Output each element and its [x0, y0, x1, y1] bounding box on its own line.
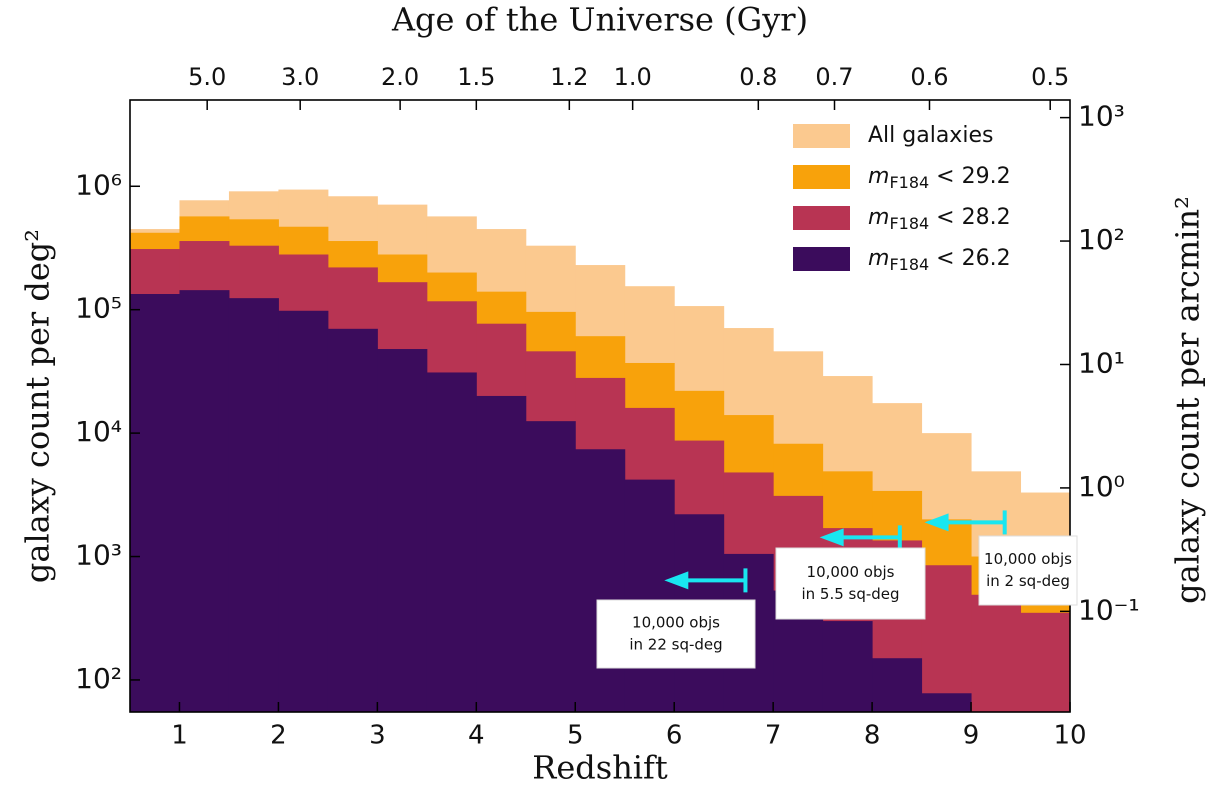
x-tick-label: 1: [171, 721, 188, 751]
bar: [327, 328, 378, 712]
bar: [822, 621, 873, 712]
plot-frame: [129, 99, 1071, 713]
x-tick-label: 8: [864, 721, 881, 751]
bar: [426, 372, 477, 712]
x2-tick-label: 0.5: [1031, 63, 1069, 91]
bar: [921, 565, 972, 712]
arrow-head: [924, 513, 949, 532]
bar: [525, 421, 576, 712]
bar: [1020, 612, 1071, 712]
legend-label: mF184 < 26.2: [868, 246, 1011, 274]
annotation-text: in 22 sq-deg: [629, 636, 722, 654]
annotation-text: 10,000 objs: [807, 563, 895, 581]
y2-tick-label: 10⁰: [1078, 470, 1125, 503]
y2-axis-label: galaxy count per arcmin²: [1169, 196, 1207, 604]
y-tick-label: 10²: [75, 662, 122, 695]
x-tick-label: 2: [270, 721, 287, 751]
bar: [872, 658, 923, 712]
y-tick-label: 10³: [75, 539, 122, 572]
x2-tick-label: 0.8: [739, 63, 777, 91]
bar: [476, 395, 527, 712]
arrow-head: [819, 528, 844, 547]
legend-swatch: [793, 206, 850, 230]
annotation-box: [978, 535, 1078, 606]
y-tick-label: 10⁵: [75, 292, 122, 325]
x2-tick-label: 5.0: [188, 63, 226, 91]
x2-tick-label: 0.7: [815, 63, 853, 91]
y2-tick-label: 10³: [1078, 100, 1125, 133]
y-tick-label: 10⁶: [75, 168, 122, 201]
x2-tick-label: 2.0: [381, 63, 419, 91]
bar: [228, 298, 279, 712]
top-axis-title: Age of the Universe (Gyr): [391, 1, 808, 39]
x-tick-label: 4: [468, 721, 485, 751]
arrow-head: [664, 571, 689, 590]
annotation-text: in 5.5 sq-deg: [801, 585, 899, 603]
x2-tick-label: 1.2: [550, 63, 588, 91]
bar: [921, 693, 972, 712]
x2-tick-label: 0.6: [910, 63, 948, 91]
y2-tick-label: 10²: [1078, 223, 1125, 256]
x-tick-label: 9: [963, 721, 980, 751]
x2-tick-label: 1.0: [614, 63, 652, 91]
bar: [130, 294, 180, 712]
y-tick-label: 10⁴: [75, 415, 122, 448]
x-axis-label: Redshift: [532, 749, 668, 787]
x-tick-label: 10: [1053, 721, 1086, 751]
annotation-box: [596, 599, 756, 669]
annotation-text: 10,000 objs: [984, 550, 1072, 568]
annotation-text: in 2 sq-deg: [986, 572, 1070, 590]
legend-swatch: [793, 247, 850, 271]
legend-swatch: [793, 124, 850, 148]
annotation-box: [775, 547, 926, 620]
y2-tick-label: 10¹: [1078, 346, 1125, 379]
legend-label: mF184 < 29.2: [868, 164, 1011, 192]
bar: [278, 310, 329, 712]
annotation-text: 10,000 objs: [632, 614, 720, 632]
x-tick-label: 3: [369, 721, 386, 751]
x-tick-label: 6: [666, 721, 683, 751]
x2-tick-label: 1.5: [457, 63, 495, 91]
bar: [377, 349, 428, 712]
x2-tick-label: 3.0: [281, 63, 319, 91]
y2-tick-label: 10⁻¹: [1078, 593, 1140, 626]
bar: [575, 449, 626, 712]
legend-swatch: [793, 165, 850, 189]
x-tick-label: 5: [567, 721, 584, 751]
y-axis-label: galaxy count per deg²: [19, 229, 57, 583]
legend-label: All galaxies: [868, 123, 993, 148]
legend-label: mF184 < 28.2: [868, 205, 1011, 233]
x-tick-label: 7: [765, 721, 782, 751]
bar: [179, 290, 230, 712]
bar: [624, 479, 675, 712]
bar: [971, 594, 1022, 712]
